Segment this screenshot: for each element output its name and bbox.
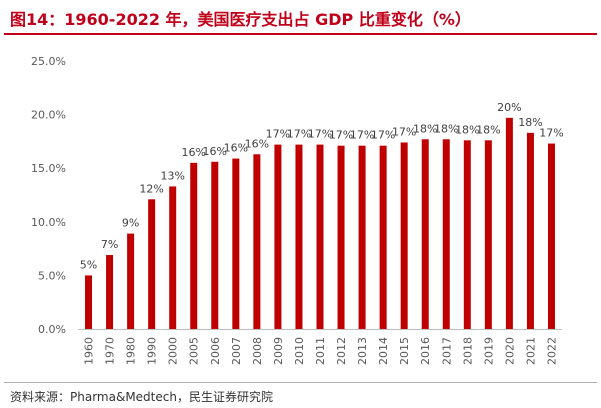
bar <box>316 144 324 329</box>
data-label: 17% <box>392 125 416 138</box>
data-label: 16% <box>182 146 206 159</box>
data-label: 16% <box>245 137 269 150</box>
x-tick-label: 2007 <box>230 337 243 365</box>
x-tick-label: 2010 <box>293 337 306 365</box>
x-tick-label: 2015 <box>398 337 411 365</box>
bar <box>400 142 408 329</box>
data-label: 7% <box>101 238 118 251</box>
bar <box>505 117 513 329</box>
x-axis: 1960 1970 1980 1990 2000 2005 2006 2007 2008 2009… <box>83 337 559 365</box>
x-tick-label: 2011 <box>314 337 327 365</box>
bar <box>421 139 429 329</box>
x-tick-label: 2005 <box>188 337 201 365</box>
x-tick-label: 2018 <box>461 337 474 365</box>
bar <box>463 140 471 329</box>
data-label: 17% <box>308 128 332 141</box>
bar <box>211 161 219 329</box>
y-tick-label: 25.0% <box>31 55 66 68</box>
x-tick-label: 2017 <box>440 337 453 365</box>
data-label: 17% <box>287 128 311 141</box>
data-label: 18% <box>476 123 500 136</box>
x-tick-label: 2022 <box>545 337 558 365</box>
bars <box>85 117 555 329</box>
y-axis: 0.0% 5.0% 10.0% 15.0% 20.0% 25.0% <box>31 55 562 336</box>
data-label: 17% <box>266 128 290 141</box>
y-tick-label: 5.0% <box>38 269 66 282</box>
data-label: 5% <box>80 258 97 271</box>
x-tick-label: 1960 <box>83 337 96 365</box>
bar <box>379 145 387 329</box>
data-label: 17% <box>371 129 395 142</box>
y-tick-label: 15.0% <box>31 162 66 175</box>
x-tick-label: 2012 <box>335 337 348 365</box>
bar-chart: 0.0% 5.0% 10.0% 15.0% 20.0% 25.0% 5% 7% 9% 12%13… <box>31 55 564 365</box>
bar <box>169 186 177 329</box>
bar <box>526 132 534 329</box>
x-tick-label: 2008 <box>251 337 264 365</box>
y-tick-label: 0.0% <box>38 323 66 336</box>
bar <box>484 140 492 329</box>
chart-title: 图14：1960-2022 年，美国医疗支出占 GDP 比重变化（%） <box>10 10 471 29</box>
x-tick-label: 2021 <box>524 337 537 365</box>
x-tick-label: 2000 <box>167 337 180 365</box>
data-label: 18% <box>434 122 458 135</box>
x-tick-label: 2020 <box>503 337 516 365</box>
x-tick-label: 2016 <box>419 337 432 365</box>
data-label: 16% <box>224 142 248 155</box>
data-label: 17% <box>350 129 374 142</box>
bar <box>190 162 198 329</box>
bar <box>106 255 114 329</box>
data-label: 18% <box>413 122 437 135</box>
bar <box>442 139 450 329</box>
bar <box>127 233 135 329</box>
x-tick-label: 2006 <box>209 337 222 365</box>
data-label: 9% <box>122 217 139 230</box>
bar <box>85 275 93 329</box>
x-tick-label: 1980 <box>125 337 138 365</box>
x-tick-label: 2019 <box>482 337 495 365</box>
bar <box>358 145 366 329</box>
data-label: 12% <box>139 182 163 195</box>
title-divider <box>4 33 597 35</box>
x-tick-label: 2009 <box>272 337 285 365</box>
bar <box>274 144 282 329</box>
bar <box>148 199 156 329</box>
bar <box>547 143 555 329</box>
source-note: 资料来源：Pharma&Medtech，民生证券研究院 <box>10 390 273 404</box>
x-tick-label: 2013 <box>356 337 369 365</box>
y-tick-label: 20.0% <box>31 109 66 122</box>
bar <box>295 144 303 329</box>
data-label: 17% <box>539 127 563 140</box>
bar <box>337 145 345 329</box>
bar <box>232 158 240 329</box>
bar <box>253 154 261 329</box>
data-labels: 5%7%9%12%13%16%16%16%16%17%17%17%17%17%1… <box>80 101 564 272</box>
y-tick-label: 10.0% <box>31 216 66 229</box>
footer-divider <box>4 382 597 383</box>
data-label: 13% <box>160 169 184 182</box>
data-label: 18% <box>455 123 479 136</box>
data-label: 20% <box>497 101 521 114</box>
x-tick-label: 1990 <box>146 337 159 365</box>
data-label: 17% <box>329 129 353 142</box>
x-tick-label: 1970 <box>104 337 117 365</box>
x-tick-label: 2014 <box>377 337 390 365</box>
data-label: 16% <box>203 145 227 158</box>
data-label: 18% <box>518 116 542 129</box>
